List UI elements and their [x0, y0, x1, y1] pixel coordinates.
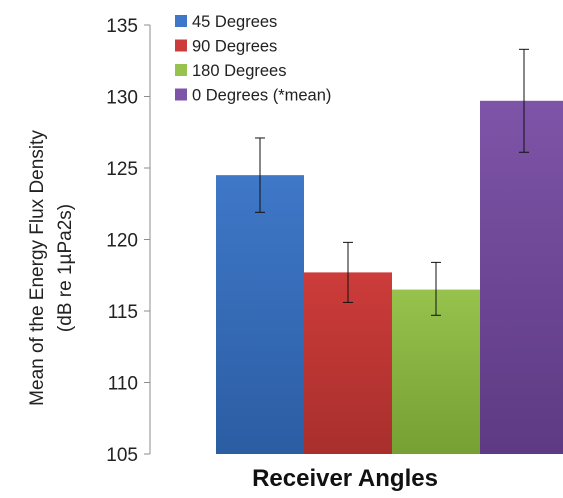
axis-labels: Mean of the Energy Flux Density (dB re 1… [27, 130, 438, 492]
legend-label-2: 90 Degrees [192, 38, 277, 56]
y-tick-label: 120 [106, 231, 138, 252]
y-tick-label: 115 [108, 302, 138, 323]
y-tick-label: 130 [106, 88, 138, 109]
legend-label-4: 0 Degrees (*mean) [192, 87, 331, 105]
legend-swatch-1 [175, 15, 187, 27]
axis-layer: 105 110 115 120 125 130 135 [106, 16, 151, 466]
x-axis-title: Receiver Angles [252, 465, 438, 492]
y-tick-label: 110 [108, 374, 138, 395]
legend: 45 Degrees 90 Degrees 180 Degrees 0 Degrees… [175, 13, 331, 105]
y-tick-label: 105 [106, 445, 138, 466]
bar-3 [392, 289, 480, 454]
legend-swatch-3 [175, 64, 187, 76]
legend-swatch-4 [175, 88, 187, 101]
legend-label-1: 45 Degrees [192, 13, 277, 31]
y-axis-title-line-2: (dB re 1µPa2s) [55, 204, 76, 332]
legend-label-3: 180 Degrees [192, 62, 286, 80]
bars [216, 100, 563, 454]
legend-swatch-2 [175, 39, 187, 52]
error-bars [255, 48, 529, 316]
bar-1 [216, 175, 304, 454]
y-axis-title-line-1: Mean of the Energy Flux Density [27, 130, 48, 406]
bar-4 [480, 100, 563, 454]
y-tick-label: 125 [106, 159, 138, 180]
y-tick-label: 135 [106, 16, 138, 37]
